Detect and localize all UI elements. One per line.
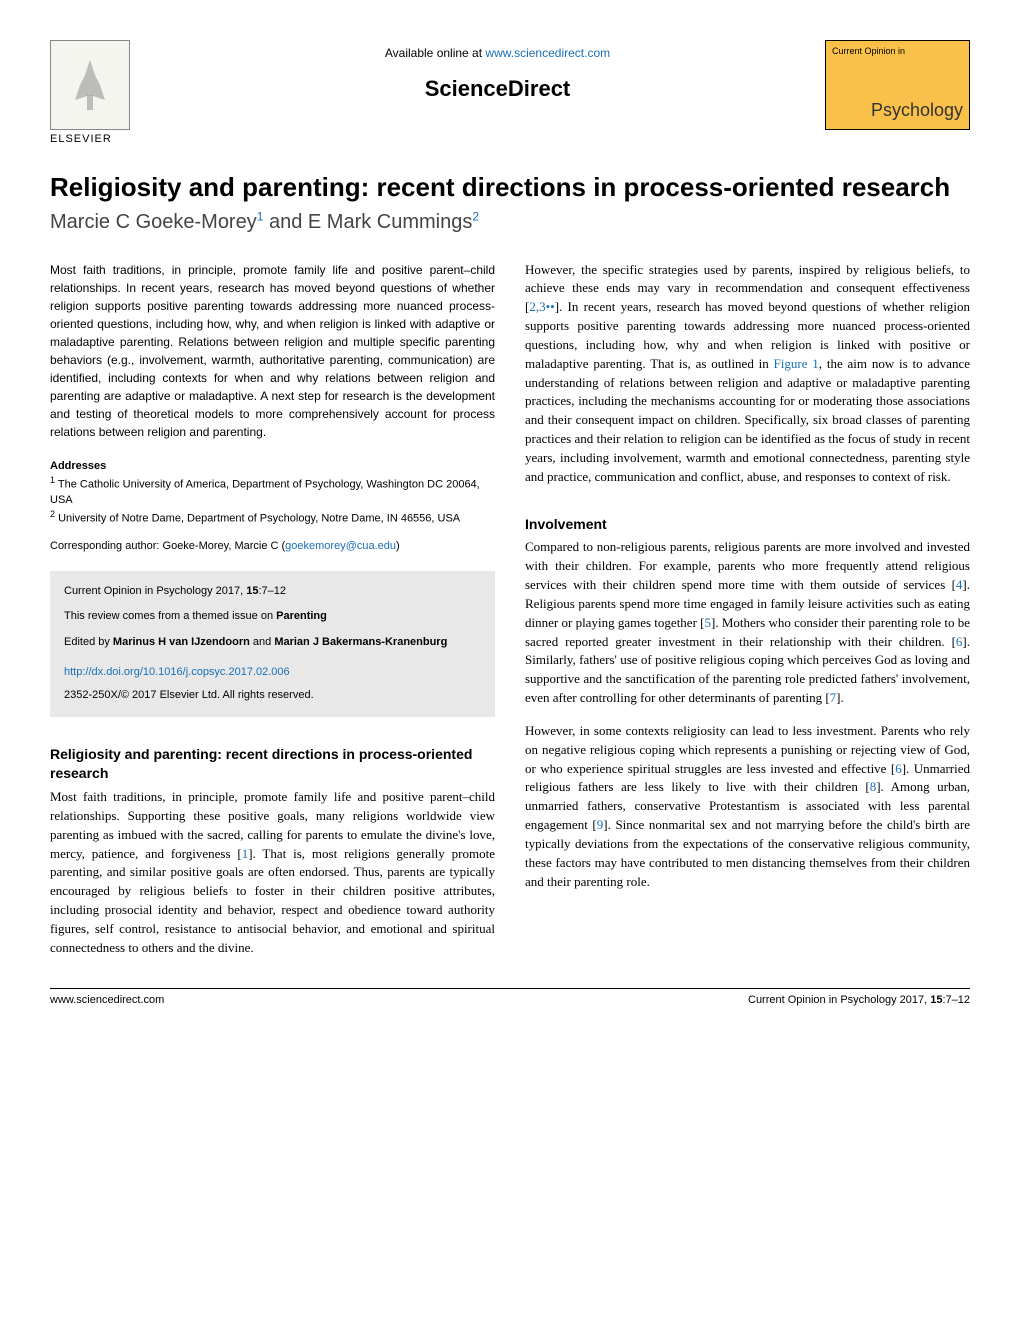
- involvement-paragraph-2: However, in some contexts religiosity ca…: [525, 722, 970, 892]
- involvement-paragraph-1: Compared to non-religious parents, relig…: [525, 538, 970, 708]
- article-title: Religiosity and parenting: recent direct…: [50, 172, 970, 203]
- address-1: 1 The Catholic University of America, De…: [50, 474, 495, 508]
- involvement-heading: Involvement: [525, 515, 970, 535]
- right-column: However, the specific strategies used by…: [525, 261, 970, 958]
- intro-paragraph-2: However, the specific strategies used by…: [525, 261, 970, 487]
- two-column-layout: Most faith traditions, in principle, pro…: [50, 261, 970, 958]
- copyright-line: 2352-250X/© 2017 Elsevier Ltd. All right…: [64, 687, 481, 705]
- journal-title: Psychology: [871, 98, 963, 123]
- citation-line: Current Opinion in Psychology 2017, 15:7…: [64, 583, 481, 601]
- address-2: 2 University of Notre Dame, Department o…: [50, 508, 495, 527]
- article-info-box: Current Opinion in Psychology 2017, 15:7…: [50, 571, 495, 717]
- elsevier-label: ELSEVIER: [50, 132, 112, 147]
- journal-supertitle: Current Opinion in: [832, 45, 963, 58]
- abstract-text: Most faith traditions, in principle, pro…: [50, 261, 495, 441]
- corresponding-suffix: ): [396, 540, 400, 552]
- sciencedirect-brand: ScienceDirect: [170, 74, 825, 105]
- available-online: Available online at www.sciencedirect.co…: [170, 45, 825, 62]
- edited-by: Edited by Marinus H van IJzendoorn and M…: [64, 634, 481, 652]
- page-footer: www.sciencedirect.com Current Opinion in…: [50, 988, 970, 1008]
- publisher-block: ELSEVIER: [50, 40, 170, 147]
- available-prefix: Available online at: [385, 46, 486, 60]
- sciencedirect-url-link[interactable]: www.sciencedirect.com: [485, 46, 610, 60]
- doi-link[interactable]: http://dx.doi.org/10.1016/j.copsyc.2017.…: [64, 664, 481, 682]
- header-center: Available online at www.sciencedirect.co…: [170, 40, 825, 105]
- journal-badge: Current Opinion in Psychology: [825, 40, 970, 130]
- elsevier-tree-icon: [50, 40, 130, 130]
- left-column: Most faith traditions, in principle, pro…: [50, 261, 495, 958]
- authors: Marcie C Goeke-Morey1 and E Mark Cumming…: [50, 208, 970, 236]
- intro-paragraph-1: Most faith traditions, in principle, pro…: [50, 788, 495, 958]
- corresponding-email-link[interactable]: goekemorey@cua.edu: [285, 540, 396, 552]
- journal-cover-box: Current Opinion in Psychology: [825, 40, 970, 130]
- corresponding-author: Corresponding author: Goeke-Morey, Marci…: [50, 539, 495, 554]
- footer-left: www.sciencedirect.com: [50, 993, 164, 1008]
- themed-issue: This review comes from a themed issue on…: [64, 608, 481, 626]
- title-block: Religiosity and parenting: recent direct…: [50, 172, 970, 235]
- footer-right: Current Opinion in Psychology 2017, 15:7…: [748, 993, 970, 1008]
- corresponding-prefix: Corresponding author: Goeke-Morey, Marci…: [50, 540, 285, 552]
- intro-section-heading: Religiosity and parenting: recent direct…: [50, 745, 495, 784]
- page-header: ELSEVIER Available online at www.science…: [50, 40, 970, 147]
- addresses-heading: Addresses: [50, 459, 495, 474]
